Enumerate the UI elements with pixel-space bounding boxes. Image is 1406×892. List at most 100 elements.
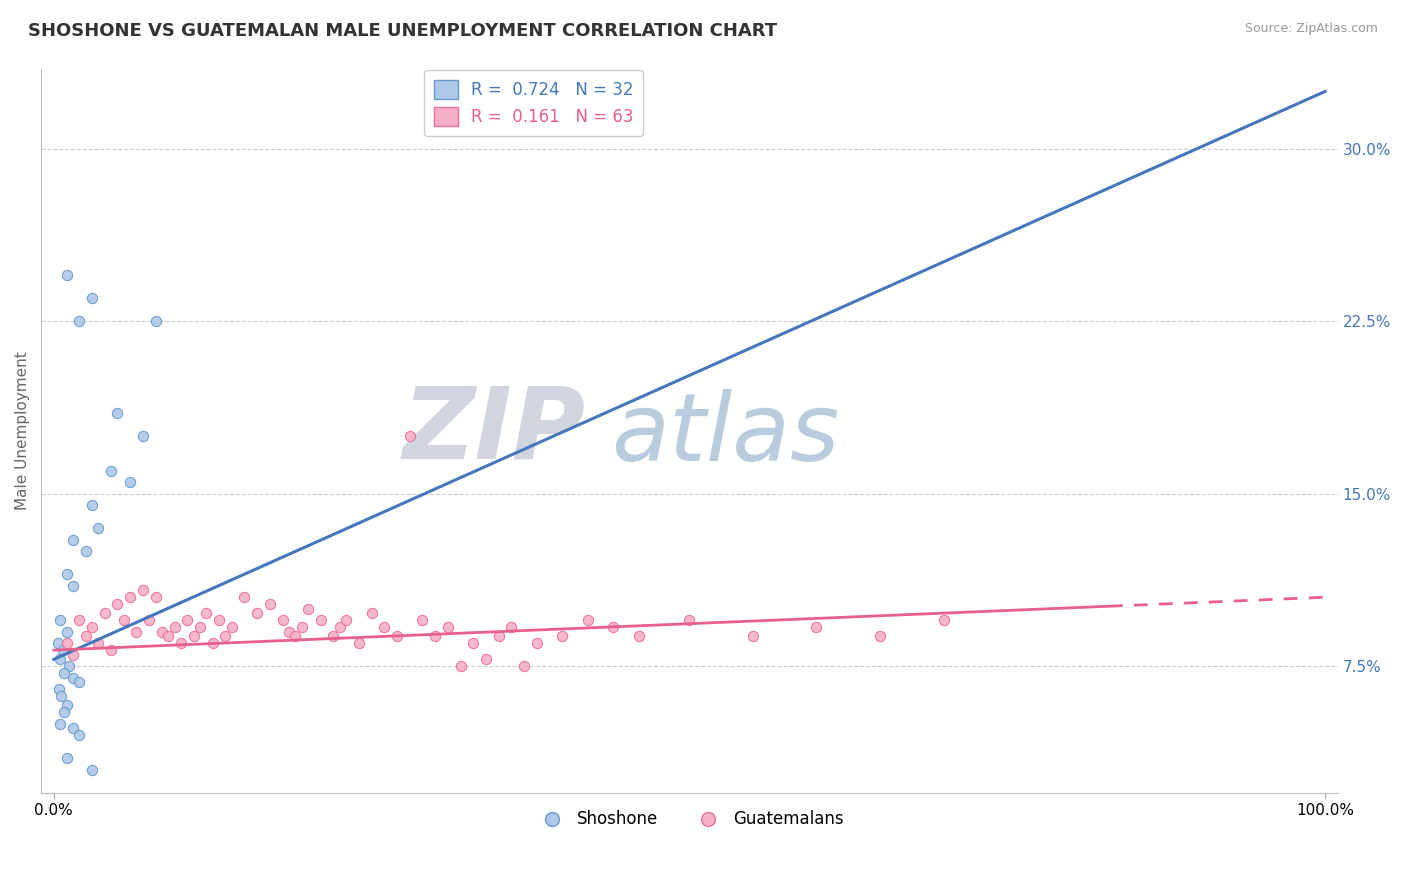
Point xyxy=(297,601,319,615)
Point xyxy=(806,620,828,634)
Point xyxy=(67,728,90,742)
Point xyxy=(125,624,148,639)
Point xyxy=(475,652,498,666)
Point xyxy=(62,721,84,735)
Point xyxy=(329,620,352,634)
Point xyxy=(526,636,548,650)
Point xyxy=(87,521,110,535)
Point xyxy=(55,698,77,713)
Point xyxy=(80,292,103,306)
Point xyxy=(75,544,97,558)
Point xyxy=(100,643,122,657)
Point xyxy=(869,629,891,643)
Point xyxy=(62,671,84,685)
Point xyxy=(513,659,536,673)
Point xyxy=(49,613,72,627)
Point xyxy=(360,607,382,621)
Point xyxy=(602,620,624,634)
Point xyxy=(62,648,84,662)
Point xyxy=(157,629,180,643)
Point xyxy=(67,675,90,690)
Point xyxy=(62,533,84,547)
Point xyxy=(437,620,460,634)
Point xyxy=(411,613,433,627)
Point xyxy=(138,613,160,627)
Text: ZIP: ZIP xyxy=(402,382,586,479)
Point xyxy=(80,498,103,512)
Point xyxy=(678,613,700,627)
Point xyxy=(163,620,186,634)
Point xyxy=(322,629,344,643)
Point xyxy=(221,620,243,634)
Point xyxy=(398,429,420,443)
Point xyxy=(80,620,103,634)
Point xyxy=(423,629,446,643)
Point xyxy=(309,613,332,627)
Point xyxy=(52,643,75,657)
Point xyxy=(55,567,77,582)
Point xyxy=(145,591,167,605)
Point xyxy=(347,636,370,650)
Point xyxy=(278,624,301,639)
Point xyxy=(373,620,395,634)
Point xyxy=(93,607,115,621)
Point xyxy=(80,763,103,777)
Point xyxy=(51,689,73,703)
Point xyxy=(112,613,135,627)
Point xyxy=(105,406,128,420)
Point xyxy=(62,579,84,593)
Point xyxy=(105,597,128,611)
Legend: Shoshone, Guatemalans: Shoshone, Guatemalans xyxy=(529,804,851,835)
Y-axis label: Male Unemployment: Male Unemployment xyxy=(15,351,30,510)
Text: atlas: atlas xyxy=(612,389,839,480)
Point xyxy=(120,475,142,490)
Point xyxy=(576,613,599,627)
Point xyxy=(55,624,77,639)
Point xyxy=(233,591,256,605)
Point xyxy=(450,659,472,673)
Point xyxy=(48,682,70,697)
Point xyxy=(55,636,77,650)
Point xyxy=(183,629,205,643)
Point xyxy=(53,705,76,719)
Point xyxy=(55,751,77,765)
Point xyxy=(501,620,523,634)
Point xyxy=(551,629,574,643)
Point xyxy=(55,268,77,283)
Point xyxy=(67,314,90,328)
Point xyxy=(67,613,90,627)
Point xyxy=(291,620,314,634)
Point xyxy=(49,716,72,731)
Point xyxy=(214,629,236,643)
Point xyxy=(259,597,281,611)
Point xyxy=(49,652,72,666)
Point xyxy=(246,607,269,621)
Point xyxy=(150,624,173,639)
Point xyxy=(87,636,110,650)
Point xyxy=(284,629,307,643)
Point xyxy=(132,583,155,598)
Point xyxy=(53,666,76,681)
Point xyxy=(145,314,167,328)
Point xyxy=(132,429,155,443)
Point xyxy=(488,629,510,643)
Point xyxy=(58,659,80,673)
Point xyxy=(463,636,485,650)
Point xyxy=(195,607,218,621)
Text: Source: ZipAtlas.com: Source: ZipAtlas.com xyxy=(1244,22,1378,36)
Point xyxy=(335,613,357,627)
Point xyxy=(627,629,650,643)
Point xyxy=(271,613,294,627)
Point xyxy=(176,613,198,627)
Point xyxy=(201,636,224,650)
Point xyxy=(120,591,142,605)
Point xyxy=(385,629,408,643)
Point xyxy=(188,620,211,634)
Point xyxy=(100,464,122,478)
Text: SHOSHONE VS GUATEMALAN MALE UNEMPLOYMENT CORRELATION CHART: SHOSHONE VS GUATEMALAN MALE UNEMPLOYMENT… xyxy=(28,22,778,40)
Point xyxy=(208,613,231,627)
Point xyxy=(742,629,765,643)
Point xyxy=(170,636,193,650)
Point xyxy=(46,636,69,650)
Point xyxy=(75,629,97,643)
